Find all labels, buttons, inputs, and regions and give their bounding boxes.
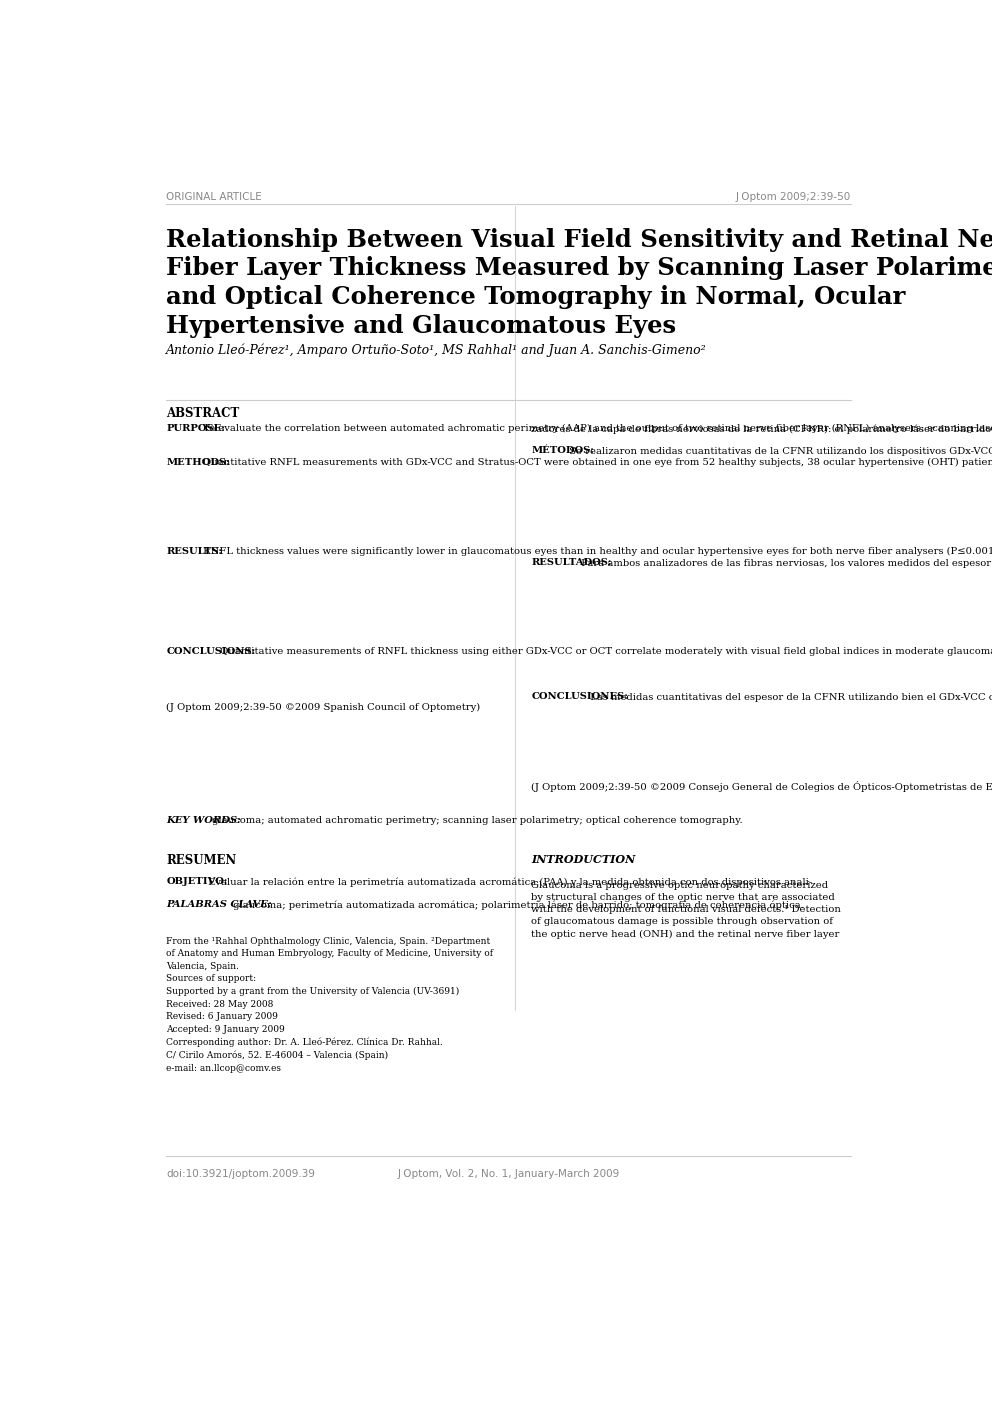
Text: INTRODUCTION: INTRODUCTION: [532, 854, 636, 865]
Text: Evaluar la relación entre la perimetría automatizada acromática (PAA) y la medid: Evaluar la relación entre la perimetría …: [204, 878, 811, 887]
Text: ORIGINAL ARTICLE: ORIGINAL ARTICLE: [167, 192, 262, 202]
Text: glaucoma; automated achromatic perimetry; scanning laser polarimetry; optical co: glaucoma; automated achromatic perimetry…: [209, 816, 743, 824]
Text: KEY WORDS:: KEY WORDS:: [167, 816, 241, 824]
Text: RESUMEN: RESUMEN: [167, 854, 236, 866]
Text: Glaucoma is a progressive optic neuropathy characterized
by structural changes o: Glaucoma is a progressive optic neuropat…: [532, 880, 841, 938]
Text: doi:10.3921/joptom.2009.39: doi:10.3921/joptom.2009.39: [167, 1169, 315, 1179]
Text: (J Optom 2009;2:39-50 ©2009 Consejo General de Colegios de Ópticos-Optometristas: (J Optom 2009;2:39-50 ©2009 Consejo Gene…: [532, 781, 992, 792]
Text: OBJETIVO:: OBJETIVO:: [167, 878, 228, 886]
Text: Se realizaron medidas cuantitativas de la CFNR utilizando los dispositivos GDx-V: Se realizaron medidas cuantitativas de l…: [565, 446, 992, 456]
Text: RESULTS:: RESULTS:: [167, 547, 222, 557]
Text: zadores de la capa de fibras nerviosas de la retina (CFNR): el polarímetro láser: zadores de la capa de fibras nerviosas d…: [532, 423, 992, 433]
Text: Las medidas cuantitativas del espesor de la CFNR utilizando bien el GDx-VCC o di: Las medidas cuantitativas del espesor de…: [587, 693, 992, 701]
Text: Quantitative measurements of RNFL thickness using either GDx-VCC or OCT correlat: Quantitative measurements of RNFL thickn…: [217, 648, 992, 656]
Text: CONCLUSIONS:: CONCLUSIONS:: [167, 648, 256, 656]
Text: J Optom 2009;2:39-50: J Optom 2009;2:39-50: [735, 192, 850, 202]
Text: PURPOSE:: PURPOSE:: [167, 423, 225, 433]
Text: RESULTADOS:: RESULTADOS:: [532, 558, 612, 566]
Text: MÉTODOS:: MÉTODOS:: [532, 446, 594, 456]
Text: Quantitative RNFL measurements with GDx-VCC and Stratus-OCT were obtained in one: Quantitative RNFL measurements with GDx-…: [200, 457, 992, 467]
Text: To evaluate the correlation between automated achromatic perimetry (AAP) and the: To evaluate the correlation between auto…: [200, 423, 992, 433]
Text: glaucoma; perimetría automatizada acromática; polarimetría láser de barrido; tom: glaucoma; perimetría automatizada acromá…: [230, 900, 805, 910]
Text: Para ambos analizadores de las fibras nerviosas, los valores medidos del espesor: Para ambos analizadores de las fibras ne…: [578, 558, 992, 568]
Text: ABSTRACT: ABSTRACT: [167, 407, 239, 419]
Text: METHODS:: METHODS:: [167, 457, 230, 467]
Text: Antonio Lleó-Pérez¹, Amparo Ortuño-Soto¹, MS Rahhal¹ and Juan A. Sanchis-Gimeno²: Antonio Lleó-Pérez¹, Amparo Ortuño-Soto¹…: [167, 343, 707, 356]
Text: RNFL thickness values were significantly lower in glaucomatous eyes than in heal: RNFL thickness values were significantly…: [200, 547, 992, 557]
Text: J Optom, Vol. 2, No. 1, January-March 2009: J Optom, Vol. 2, No. 1, January-March 20…: [397, 1169, 620, 1179]
Text: PALABRAS CLAVE:: PALABRAS CLAVE:: [167, 900, 272, 908]
Text: Relationship Between Visual Field Sensitivity and Retinal Nerve
Fiber Layer Thic: Relationship Between Visual Field Sensit…: [167, 227, 992, 338]
Text: (J Optom 2009;2:39-50 ©2009 Spanish Council of Optometry): (J Optom 2009;2:39-50 ©2009 Spanish Coun…: [167, 704, 480, 712]
Text: From the ¹Rahhal Ophthalmology Clinic, Valencia, Spain. ²Department
of Anatomy a: From the ¹Rahhal Ophthalmology Clinic, V…: [167, 937, 493, 1073]
Text: CONCLUSIONES:: CONCLUSIONES:: [532, 693, 628, 701]
